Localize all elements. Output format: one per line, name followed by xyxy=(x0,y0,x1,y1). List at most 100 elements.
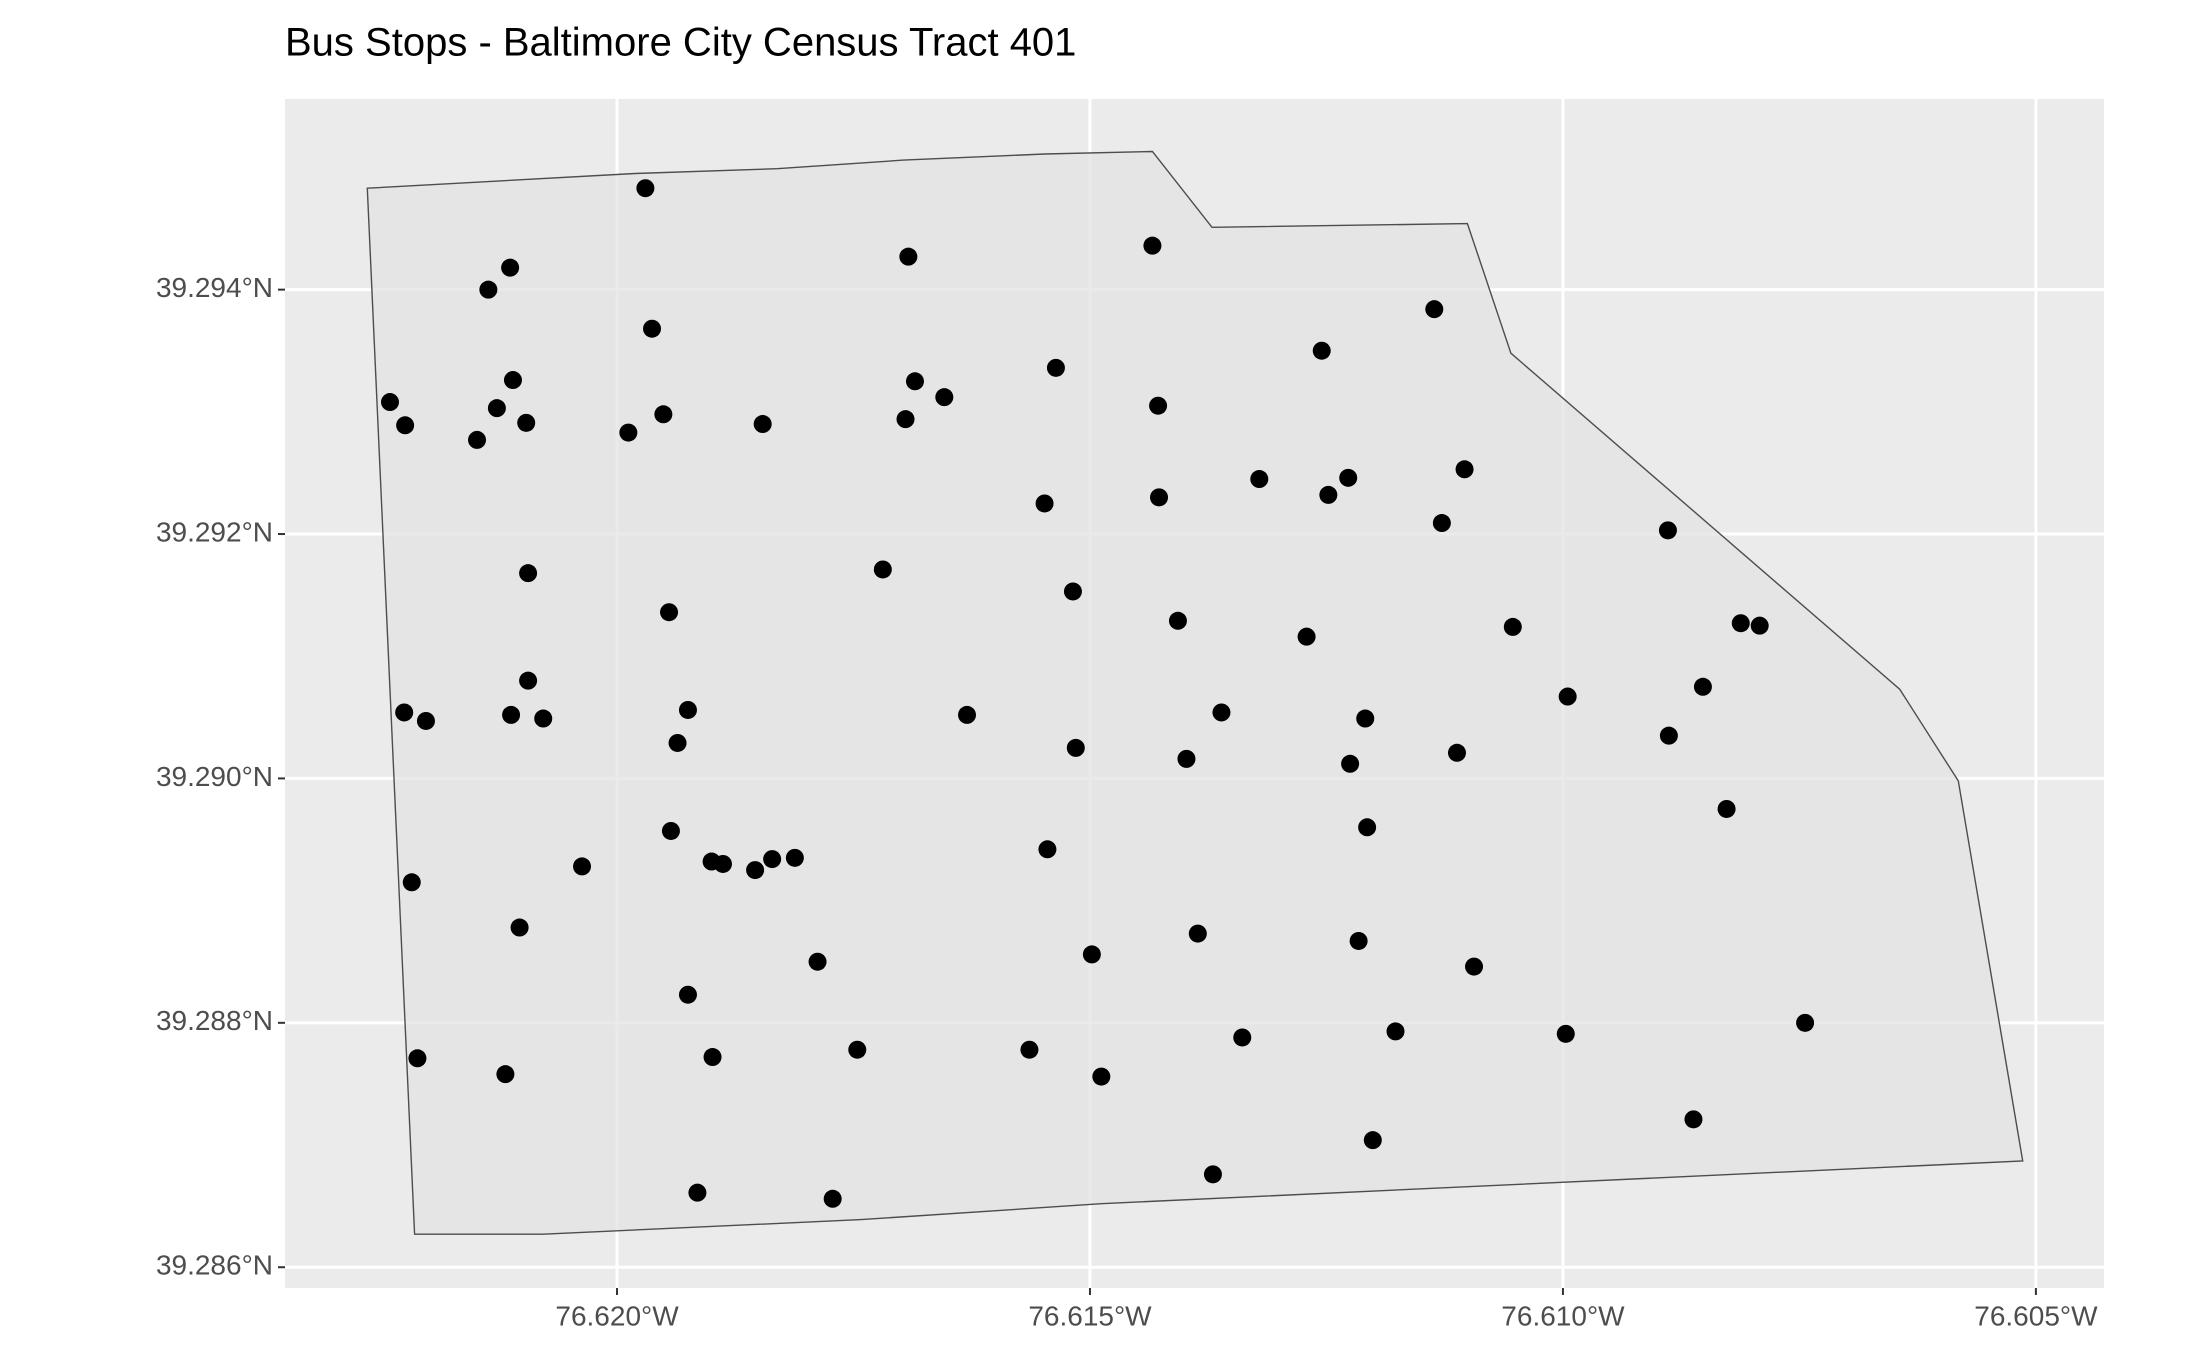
bus-stop-point xyxy=(519,671,538,690)
x-tick-label: 76.620°W xyxy=(555,1300,679,1331)
bus-stop-point xyxy=(502,705,521,724)
bus-stop-point xyxy=(661,821,680,840)
x-tick-label: 76.615°W xyxy=(1028,1300,1152,1331)
bus-stop-point xyxy=(1063,582,1082,601)
bus-stop-point xyxy=(1082,945,1101,964)
bus-stop-point xyxy=(619,423,638,442)
bus-stop-point xyxy=(1455,460,1474,479)
bus-stop-point xyxy=(396,416,415,435)
bus-stop-point xyxy=(1503,617,1522,636)
bus-stop-point xyxy=(573,857,592,876)
bus-stop-point xyxy=(534,709,553,728)
bus-stop-point xyxy=(808,952,827,971)
bus-stop-point xyxy=(896,410,915,429)
bus-stop-point xyxy=(1143,236,1162,255)
bus-stop-point xyxy=(1312,341,1331,360)
bus-stop-point xyxy=(1339,468,1358,487)
bus-stop-point xyxy=(1358,818,1377,837)
y-tick-label: 39.292°N xyxy=(156,516,273,547)
bus-stop-point xyxy=(1297,627,1316,646)
bus-stop-point xyxy=(713,854,732,873)
bus-stop-point xyxy=(1341,754,1360,773)
bus-stop-point xyxy=(395,703,414,722)
x-tick-label: 76.610°W xyxy=(1501,1300,1625,1331)
bus-stop-point xyxy=(496,1065,515,1084)
bus-stop-point xyxy=(1558,687,1577,706)
bus-stop-point xyxy=(668,733,687,752)
bus-stop-point xyxy=(1066,738,1085,757)
bus-stop-point xyxy=(503,371,522,390)
bus-stop-point xyxy=(1425,300,1444,319)
tract-boundary xyxy=(366,150,2024,1235)
bus-stop-point xyxy=(763,850,782,869)
bus-stop-point xyxy=(660,603,679,622)
bus-stop-point xyxy=(823,1189,842,1208)
bus-stop-point xyxy=(1447,743,1466,762)
bus-stop-point xyxy=(1684,1110,1703,1129)
bus-stop-point xyxy=(501,258,520,277)
bus-stop-point xyxy=(873,560,892,579)
bus-stop-point xyxy=(905,372,924,391)
bus-stop-point xyxy=(519,564,538,583)
chart-title: Bus Stops - Baltimore City Census Tract … xyxy=(285,21,1076,65)
bus-stop-point xyxy=(1177,749,1196,768)
bus-stop-point xyxy=(402,873,421,892)
bus-stop-point xyxy=(479,280,498,299)
bus-stop-point xyxy=(1386,1022,1405,1041)
bus-stop-point xyxy=(654,405,673,424)
bus-stop-point xyxy=(1349,931,1368,950)
bus-stop-point xyxy=(958,705,977,724)
bus-stop-point xyxy=(1465,957,1484,976)
bus-stop-point xyxy=(1149,396,1168,415)
bus-stop-point xyxy=(899,247,918,266)
bus-stop-point xyxy=(678,700,697,719)
bus-stop-point xyxy=(1796,1013,1815,1032)
bus-stop-point xyxy=(1717,799,1736,818)
bus-stop-point xyxy=(753,415,772,434)
bus-stop-point xyxy=(1432,514,1451,533)
bus-stop-point xyxy=(688,1183,707,1202)
y-tick-label: 39.288°N xyxy=(156,1005,273,1036)
bus-stop-point xyxy=(1250,470,1269,489)
bus-stop-point xyxy=(678,985,697,1004)
bus-stop-point xyxy=(1750,616,1769,635)
bus-stop-point xyxy=(643,319,662,338)
bus-stop-point xyxy=(1319,485,1338,504)
bus-stop-point xyxy=(1203,1165,1222,1184)
bus-stop-point xyxy=(1556,1024,1575,1043)
bus-stop-point xyxy=(1659,726,1678,745)
bus-stop-point xyxy=(408,1049,427,1068)
bus-stop-point xyxy=(517,413,536,432)
x-tick-label: 76.605°W xyxy=(1974,1300,2098,1331)
bus-stop-point xyxy=(785,848,804,867)
bus-stop-point xyxy=(487,399,506,418)
bus-stop-point xyxy=(1150,488,1169,507)
bus-stop-point xyxy=(1168,611,1187,630)
bus-stop-point xyxy=(935,388,954,407)
bus-stop-point xyxy=(416,711,435,730)
bus-stop-point xyxy=(380,393,399,412)
bus-stop-point xyxy=(746,861,765,880)
y-tick-label: 39.290°N xyxy=(156,761,273,792)
bus-stop-point xyxy=(510,918,529,937)
bus-stop-point xyxy=(1212,703,1231,722)
bus-stop-point xyxy=(1035,494,1054,513)
bus-stop-point xyxy=(1233,1028,1252,1047)
bus-stop-point xyxy=(1020,1040,1039,1059)
bus-stop-point xyxy=(1188,924,1207,943)
bus-stop-point xyxy=(1731,614,1750,633)
y-tick-label: 39.294°N xyxy=(156,272,273,303)
bus-stop-point xyxy=(1363,1131,1382,1150)
bus-stop-point xyxy=(1356,709,1375,728)
bus-stop-point xyxy=(1658,521,1677,540)
bus-stop-point xyxy=(1046,358,1065,377)
bus-stop-point xyxy=(636,179,655,198)
bus-stop-point xyxy=(848,1040,867,1059)
bus-stop-point xyxy=(703,1048,722,1067)
y-tick-label: 39.286°N xyxy=(156,1250,273,1281)
bus-stop-point xyxy=(1038,840,1057,859)
bus-stop-point xyxy=(1693,677,1712,696)
bus-stop-point xyxy=(468,430,487,449)
